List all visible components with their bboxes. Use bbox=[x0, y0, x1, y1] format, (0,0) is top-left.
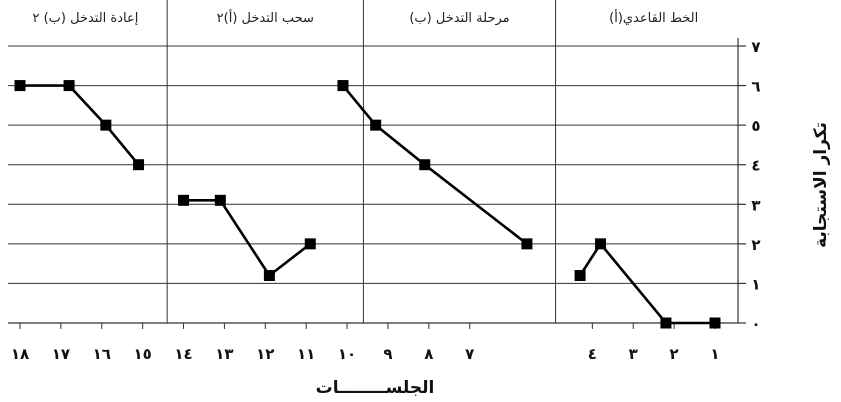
series-line-phase-3 bbox=[183, 199, 312, 278]
data-series bbox=[14, 80, 721, 329]
x-tick-label: ٢ bbox=[670, 345, 679, 363]
y-tick-label: ٦ bbox=[751, 78, 760, 96]
axes bbox=[8, 38, 746, 329]
y-tick-label: ١ bbox=[751, 275, 760, 293]
phase-change-lines bbox=[166, 0, 557, 323]
x-tick-label: ١٠ bbox=[338, 345, 356, 363]
y-tick-label: ٤ bbox=[751, 157, 760, 175]
phase-title: الخط القاعدي(أ) bbox=[609, 9, 698, 26]
data-point-marker bbox=[100, 119, 112, 131]
data-point-marker bbox=[660, 317, 672, 329]
y-axis-title: تكرار الاستجابة bbox=[811, 122, 831, 248]
data-point-marker bbox=[595, 238, 607, 250]
data-point-marker bbox=[133, 159, 145, 171]
data-point-marker bbox=[214, 194, 226, 206]
phase-title: إعادة التدخل (ب) ٢ bbox=[32, 11, 138, 26]
x-tick-label: ١١ bbox=[297, 345, 315, 363]
data-point-marker bbox=[419, 159, 431, 171]
data-point-marker bbox=[63, 80, 75, 92]
data-point-marker bbox=[263, 270, 275, 282]
series-line-phase-1 bbox=[578, 241, 715, 325]
phase-title: مرحلة التدخل (ب) bbox=[409, 11, 509, 26]
data-point-marker bbox=[370, 119, 382, 131]
x-tick-label: ١ bbox=[710, 345, 719, 363]
phase-title: سحب التدخل (أ)٢ bbox=[217, 9, 314, 26]
data-point-marker bbox=[304, 238, 316, 250]
x-axis-title: الجلســــــــات bbox=[316, 378, 435, 398]
x-tick-label: ٧ bbox=[465, 345, 474, 363]
x-tick-label: ١٧ bbox=[52, 345, 70, 363]
data-point-marker bbox=[574, 270, 586, 282]
data-point-marker bbox=[709, 317, 721, 329]
series-line-phase-2 bbox=[341, 84, 528, 245]
data-point-marker bbox=[178, 194, 190, 206]
data-point-marker bbox=[14, 80, 26, 92]
data-point-marker bbox=[521, 238, 533, 250]
y-tick-label: ٧ bbox=[751, 38, 760, 56]
x-tick-label: ١٦ bbox=[93, 345, 111, 363]
x-tick-label: ١٨ bbox=[11, 345, 29, 363]
x-tick-label: ٣ bbox=[629, 345, 638, 363]
x-tick-label: ١٣ bbox=[215, 345, 233, 363]
x-tick-label: ١٥ bbox=[133, 345, 151, 363]
gridlines bbox=[8, 45, 738, 284]
phase-titles: الخط القاعدي(أ) مرحلة التدخل (ب) سحب التدخ… bbox=[32, 9, 698, 26]
x-tick-label: ٤ bbox=[588, 345, 597, 363]
series-line-phase-4 bbox=[20, 84, 140, 166]
y-tick-label: ٣ bbox=[751, 196, 760, 214]
y-tick-label: ٥ bbox=[751, 117, 760, 135]
x-tick-label: ٨ bbox=[424, 345, 433, 363]
x-tick-label: ٩ bbox=[383, 345, 392, 363]
y-tick-label: ٠ bbox=[751, 315, 760, 333]
y-tick-label: ٢ bbox=[751, 236, 760, 254]
data-point-marker bbox=[337, 80, 349, 92]
x-tick-label: ١٢ bbox=[256, 345, 274, 363]
x-tick-label: ١٤ bbox=[174, 345, 192, 363]
